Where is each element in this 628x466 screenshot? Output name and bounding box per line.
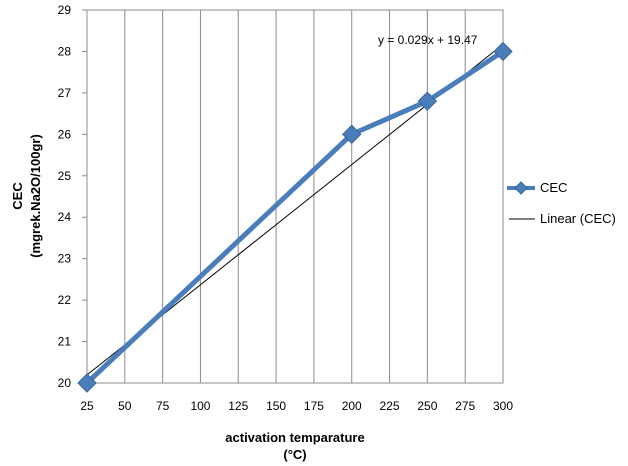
x-tick-label: 250 [417, 399, 437, 413]
series-group [77, 41, 513, 393]
y-tick-label: 23 [58, 252, 72, 266]
y-tick-label: 22 [58, 293, 72, 307]
legend-cec-label: CEC [540, 180, 567, 195]
series-line-cec [84, 48, 506, 386]
y-axis-title-line-2: (mgrek.Na2O/100gr) [28, 134, 43, 258]
data-point-marker [77, 373, 97, 393]
x-axis-title-line-1: activation temparature [225, 430, 364, 445]
x-tick-labels: 25 50 75 100 125 150 175 200 225 250 275 300 [80, 399, 513, 413]
x-axis-title-line-2: (°C) [283, 447, 306, 462]
legend: CEC Linear (CEC) [507, 180, 616, 226]
x-tick-label: 25 [80, 399, 94, 413]
data-point-marker [417, 91, 438, 111]
trendline-equation: y = 0.029x + 19.47 [378, 33, 478, 47]
y-tick-label: 28 [58, 44, 72, 58]
x-tick-label: 100 [190, 399, 210, 413]
x-tick-label: 125 [228, 399, 248, 413]
y-tick-label: 24 [58, 210, 72, 224]
data-point-marker [493, 41, 513, 62]
y-tick-label: 25 [58, 169, 72, 183]
x-tick-label: 200 [342, 399, 362, 413]
y-tick-label: 27 [58, 86, 72, 100]
y-tick-label: 21 [58, 335, 72, 349]
x-tick-label: 50 [118, 399, 132, 413]
y-tick-label: 20 [58, 376, 72, 390]
y-tick-labels: 20 21 22 23 24 25 26 27 28 29 [58, 3, 72, 390]
y-tick-label: 29 [58, 3, 72, 17]
x-tick-label: 75 [156, 399, 170, 413]
x-tick-label: 275 [455, 399, 475, 413]
y-axis-title-line-1: CEC [10, 182, 25, 210]
x-tick-label: 175 [304, 399, 324, 413]
x-tick-label: 225 [380, 399, 400, 413]
grid-lines [82, 9, 466, 384]
legend-cec-marker [514, 181, 528, 195]
y-tick-label: 26 [58, 127, 72, 141]
x-tick-label: 150 [266, 399, 286, 413]
data-point-marker [342, 124, 362, 145]
x-tick-label: 300 [493, 399, 513, 413]
legend-trendline-label: Linear (CEC) [540, 211, 616, 226]
